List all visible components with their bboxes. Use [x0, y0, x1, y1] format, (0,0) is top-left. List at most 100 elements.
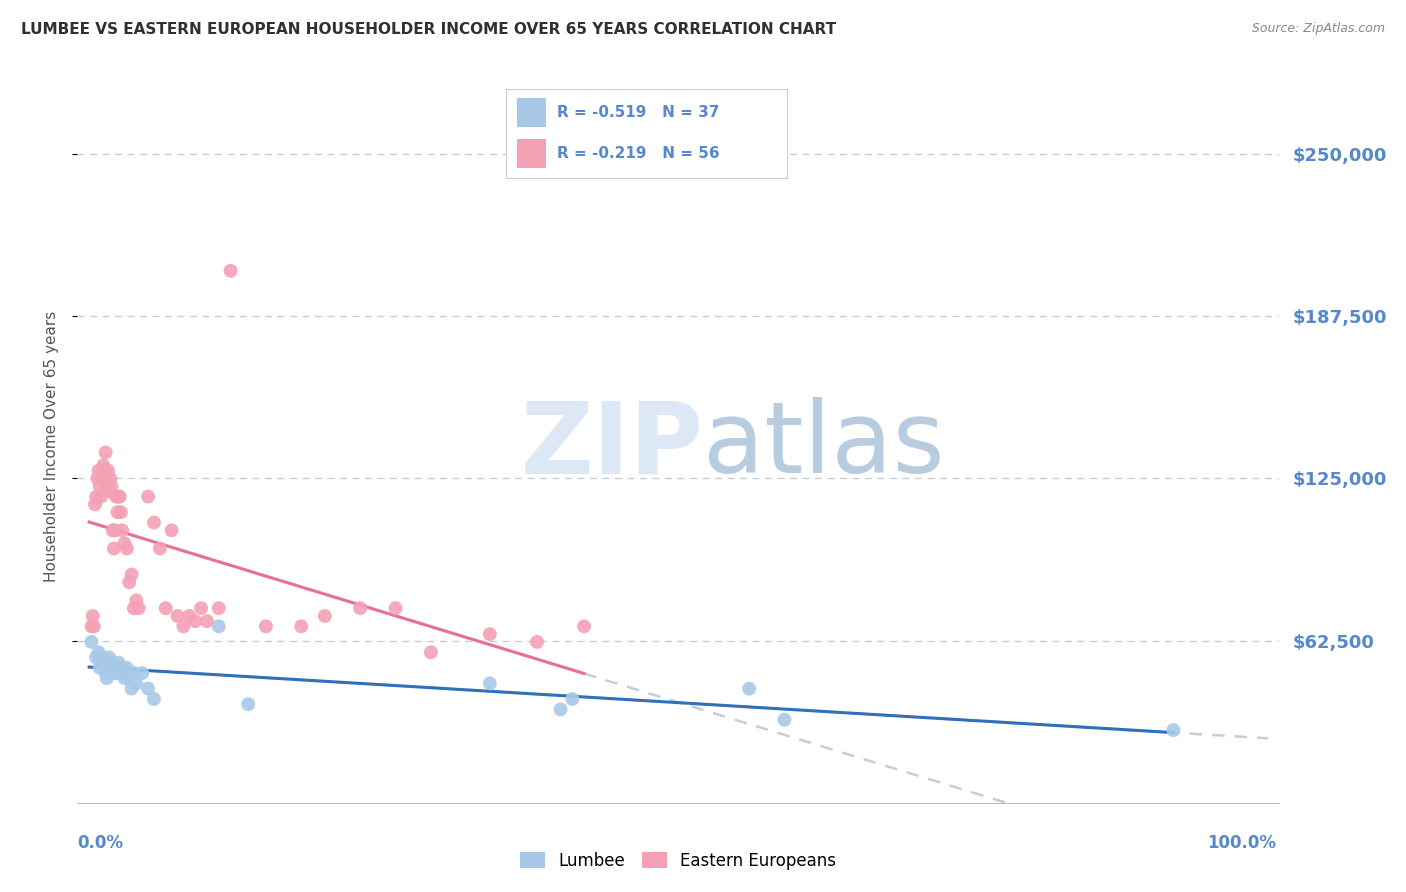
Point [149, 541, 172, 556]
Point [98, 650, 121, 665]
Point [125, 593, 148, 607]
Point [103, 666, 125, 681]
Point [104, 661, 127, 675]
Point [208, 619, 231, 633]
Point [290, 619, 312, 633]
Point [128, 601, 150, 615]
Point [478, 676, 501, 690]
Point [122, 601, 145, 615]
Point [155, 601, 177, 615]
Point [238, 697, 260, 711]
Point [87, 464, 110, 478]
Point [254, 619, 277, 633]
Point [561, 692, 583, 706]
Point [114, 536, 136, 550]
Point [550, 702, 572, 716]
Point [97, 656, 120, 670]
Point [105, 490, 128, 504]
Text: Source: ZipAtlas.com: Source: ZipAtlas.com [1251, 22, 1385, 36]
Point [142, 692, 165, 706]
Point [89, 479, 111, 493]
Point [110, 666, 132, 681]
Point [384, 601, 406, 615]
Point [115, 661, 138, 675]
Point [115, 541, 138, 556]
Point [100, 479, 122, 493]
Point [91, 471, 114, 485]
Point [114, 671, 136, 685]
Point [104, 524, 127, 538]
Point [91, 658, 114, 673]
Point [478, 627, 501, 641]
Point [738, 681, 761, 696]
Bar [517, 139, 546, 168]
Point [110, 505, 132, 519]
Text: R = -0.519   N = 37: R = -0.519 N = 37 [557, 105, 718, 120]
Point [184, 614, 207, 628]
Point [122, 666, 145, 681]
Point [84, 497, 107, 511]
Point [89, 661, 111, 675]
Point [93, 464, 115, 478]
Point [84, 490, 107, 504]
Text: R = -0.219   N = 56: R = -0.219 N = 56 [557, 146, 720, 161]
Point [111, 661, 134, 675]
Point [87, 645, 110, 659]
Point [83, 619, 105, 633]
Point [172, 619, 194, 633]
Point [118, 671, 141, 685]
Point [125, 676, 148, 690]
Point [101, 524, 124, 538]
Text: 100.0%: 100.0% [1208, 834, 1277, 852]
Point [84, 650, 107, 665]
Point [195, 614, 218, 628]
Point [96, 479, 118, 493]
Point [526, 635, 548, 649]
Point [419, 645, 441, 659]
Point [121, 567, 143, 582]
Point [86, 471, 108, 485]
Point [90, 490, 112, 504]
Point [80, 635, 103, 649]
Point [97, 464, 120, 478]
Point [111, 524, 134, 538]
Point [136, 490, 159, 504]
Point [90, 656, 112, 670]
Point [96, 671, 118, 685]
Point [572, 619, 595, 633]
Point [166, 609, 188, 624]
Text: 0.0%: 0.0% [77, 834, 124, 852]
Point [108, 490, 131, 504]
Point [98, 471, 121, 485]
Point [314, 609, 336, 624]
Point [94, 666, 117, 681]
Point [131, 666, 153, 681]
Text: LUMBEE VS EASTERN EUROPEAN HOUSEHOLDER INCOME OVER 65 YEARS CORRELATION CHART: LUMBEE VS EASTERN EUROPEAN HOUSEHOLDER I… [21, 22, 837, 37]
Point [101, 661, 124, 675]
Point [219, 264, 242, 278]
Bar [517, 98, 546, 127]
Point [349, 601, 371, 615]
Point [82, 609, 104, 624]
Point [94, 445, 117, 459]
Y-axis label: Householder Income Over 65 years: Householder Income Over 65 years [44, 310, 59, 582]
Text: atlas: atlas [703, 398, 945, 494]
Point [103, 541, 125, 556]
Point [773, 713, 796, 727]
Legend: Lumbee, Eastern Europeans: Lumbee, Eastern Europeans [513, 846, 844, 877]
Point [121, 681, 143, 696]
Text: ZIP: ZIP [520, 398, 703, 494]
Point [98, 484, 121, 499]
Point [98, 656, 121, 670]
Point [91, 650, 114, 665]
Point [93, 653, 115, 667]
Point [142, 516, 165, 530]
Point [107, 666, 129, 681]
Point [160, 524, 183, 538]
Point [107, 490, 129, 504]
Point [107, 505, 129, 519]
Point [190, 601, 212, 615]
Point [118, 575, 141, 590]
Point [80, 619, 103, 633]
Point [136, 681, 159, 696]
